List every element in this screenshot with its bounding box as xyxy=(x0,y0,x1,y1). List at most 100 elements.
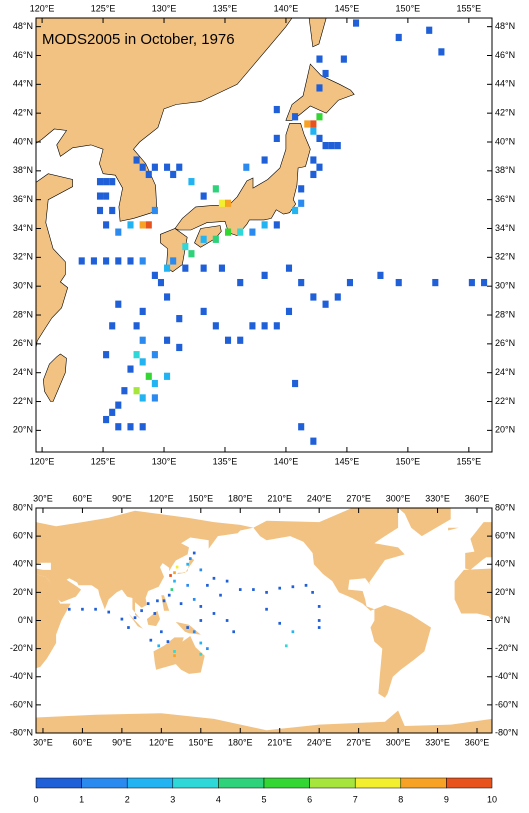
x-tick-label: 150°E xyxy=(396,456,421,466)
colorbar-label: 0 xyxy=(33,794,38,804)
x-tick-label: 240°E xyxy=(307,737,332,747)
data-cell xyxy=(438,48,445,56)
y-tick-label: 30°N xyxy=(13,281,33,291)
x-tick-label: 150°E xyxy=(188,737,213,747)
colorbar-segment xyxy=(263,777,310,789)
y-tick-label: 24°N xyxy=(495,367,515,377)
x-tick-label: 30°E xyxy=(33,493,53,503)
y-tick-label: 34°N xyxy=(13,223,33,233)
x-tick-label: 300°E xyxy=(386,737,411,747)
data-cell xyxy=(139,307,146,316)
data-cell xyxy=(127,365,134,373)
x-tick-label: 210°E xyxy=(267,493,292,503)
x-tick-label: 125°E xyxy=(91,3,116,13)
y-tick-label: -40°N xyxy=(10,671,33,681)
data-cell xyxy=(273,221,280,229)
data-cell xyxy=(121,387,128,395)
data-cell xyxy=(200,264,207,272)
data-cell xyxy=(310,170,317,179)
y-tick-label: 36°N xyxy=(495,194,515,204)
x-tick-label: 145°E xyxy=(335,3,360,13)
data-cell xyxy=(139,358,146,366)
y-tick-label: 44°N xyxy=(13,79,33,89)
y-tick-label: 0°N xyxy=(18,615,33,625)
data-cell xyxy=(173,571,176,575)
data-cell xyxy=(103,221,110,229)
data-cell xyxy=(173,654,176,658)
data-cell xyxy=(224,336,232,344)
data-cell xyxy=(225,579,229,583)
data-cell xyxy=(151,379,158,388)
data-cell xyxy=(127,221,134,229)
data-cell xyxy=(160,630,163,634)
data-cell xyxy=(292,206,299,215)
y-tick-label: -60°N xyxy=(10,699,33,709)
data-cell xyxy=(273,134,280,142)
data-cell xyxy=(167,593,171,597)
data-cell xyxy=(164,264,171,272)
colorbar-label: 3 xyxy=(170,794,175,804)
data-cell xyxy=(261,156,268,164)
data-cell xyxy=(96,192,104,200)
x-tick-label: 120°E xyxy=(149,737,174,747)
x-tick-label: 120°E xyxy=(149,493,174,503)
data-cell xyxy=(261,271,268,279)
data-cell xyxy=(322,69,329,78)
data-cell xyxy=(120,617,124,621)
y-tick-label: 0°N xyxy=(495,615,510,625)
data-cell xyxy=(310,293,317,301)
y-tick-label: 60°N xyxy=(495,531,515,541)
data-cell xyxy=(139,336,146,344)
y-tick-label: -60°N xyxy=(495,699,518,709)
land xyxy=(174,557,195,577)
y-tick-label: -80°N xyxy=(495,727,518,737)
data-cell xyxy=(139,221,146,229)
data-cell xyxy=(334,142,341,150)
data-cell xyxy=(192,551,196,555)
data-cell xyxy=(316,55,323,63)
data-cell xyxy=(133,351,140,359)
colorbar-label: 1 xyxy=(79,794,84,804)
data-cell xyxy=(149,638,153,642)
data-cell xyxy=(249,322,256,330)
data-cell xyxy=(311,590,314,594)
x-tick-label: 125°E xyxy=(91,456,116,466)
x-tick-label: 270°E xyxy=(346,737,371,747)
y-tick-label: 20°N xyxy=(13,425,33,435)
colorbar-segment xyxy=(35,777,82,789)
data-cell xyxy=(292,379,299,388)
data-cell xyxy=(145,170,152,179)
map-area xyxy=(36,508,492,733)
data-cell xyxy=(291,585,295,589)
data-cell xyxy=(151,271,158,279)
y-tick-label: 36°N xyxy=(13,194,33,204)
chart-title: MODS2005 in October, 1976 xyxy=(42,31,235,48)
data-cell xyxy=(90,257,97,265)
data-cell xyxy=(169,574,172,577)
y-tick-label: 28°N xyxy=(495,309,515,319)
x-tick-label: 330°E xyxy=(425,737,450,747)
y-tick-label: 32°N xyxy=(495,252,515,262)
data-cell xyxy=(395,33,402,42)
land xyxy=(253,508,405,611)
x-tick-label: 180°E xyxy=(228,737,253,747)
data-cell xyxy=(225,619,229,622)
data-cell xyxy=(176,163,183,171)
y-tick-label: 30°N xyxy=(495,281,515,291)
data-cell xyxy=(377,271,384,279)
data-cell xyxy=(115,423,122,431)
x-tick-label: 130°E xyxy=(152,456,177,466)
x-tick-label: 130°E xyxy=(152,3,177,13)
data-cell xyxy=(78,257,85,265)
data-cell xyxy=(298,278,305,287)
data-cell xyxy=(292,113,299,121)
land xyxy=(465,522,492,570)
data-cell xyxy=(199,652,203,656)
x-tick-label: 270°E xyxy=(346,493,371,503)
data-cell xyxy=(278,586,282,590)
data-cell xyxy=(298,423,305,431)
x-tick-label: 240°E xyxy=(307,493,332,503)
data-cell xyxy=(133,156,140,164)
data-cell xyxy=(188,178,195,186)
